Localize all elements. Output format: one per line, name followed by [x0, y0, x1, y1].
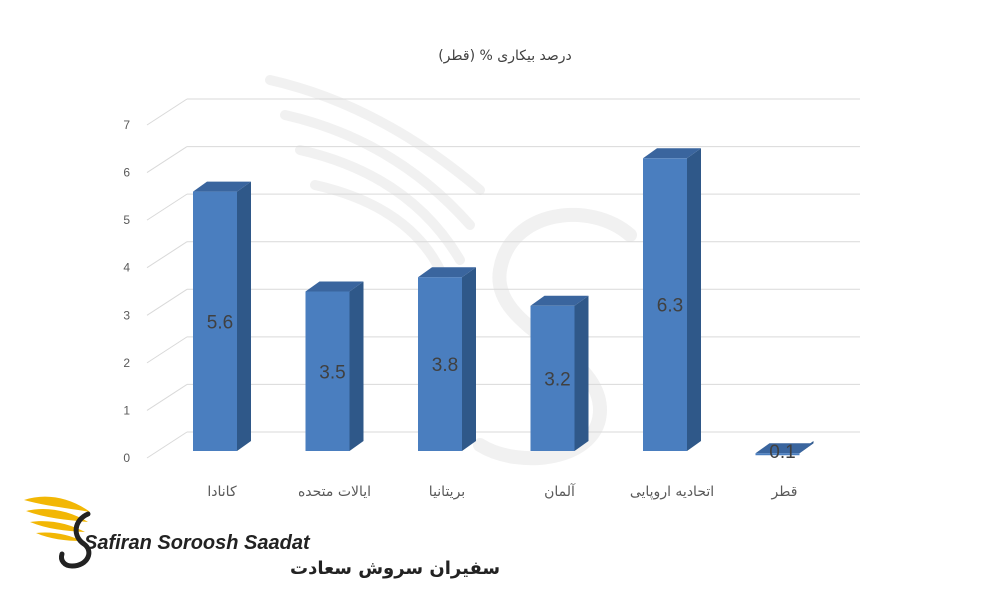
bar-top	[193, 181, 251, 192]
bar-top	[530, 295, 589, 306]
x-tick-label: آلمان	[544, 483, 576, 500]
logo-name-latin: Safiran Soroosh Saadat	[84, 532, 311, 554]
data-label: 5.6	[207, 312, 233, 333]
bar-front	[305, 291, 350, 451]
bar	[418, 267, 476, 451]
bars	[193, 148, 814, 456]
x-tick-label: قطر	[771, 484, 798, 500]
y-tick-label: 3	[123, 308, 130, 322]
y-tick-label: 1	[123, 403, 130, 417]
grid-line-diag	[146, 146, 188, 173]
y-tick-label: 7	[123, 118, 130, 132]
company-logo: Safiran Soroosh Saadat سفیران سروش سعادت	[24, 496, 500, 579]
bar-front	[193, 191, 237, 451]
bar	[755, 441, 814, 456]
x-tick-label: اتحادیه اروپایی	[630, 484, 714, 500]
y-tick-label: 6	[123, 166, 130, 180]
bar	[305, 281, 364, 451]
y-axis-ticks: 0 1 2 3 4 5 6 7	[123, 118, 130, 465]
x-tick-label: کانادا	[207, 484, 237, 500]
bar-side	[237, 181, 251, 451]
data-label: 3.8	[432, 355, 458, 376]
chart-title: درصد بیکاری % (قطر)	[438, 48, 572, 64]
x-axis-labels: کانادا ایالات متحده بریتانیا آلمان اتحادیه ا…	[207, 483, 797, 500]
y-tick-label: 5	[123, 213, 130, 227]
bar	[530, 295, 589, 451]
bar-side	[462, 267, 476, 451]
grid-line-diag	[146, 431, 188, 459]
bar-side	[574, 295, 589, 451]
x-tick-label: ایالات متحده	[298, 484, 371, 500]
y-tick-label: 0	[123, 451, 130, 465]
bar-top	[755, 443, 814, 454]
bar	[643, 148, 701, 452]
wing-icon	[24, 496, 92, 569]
bar	[193, 181, 251, 451]
data-label: 3.2	[544, 369, 570, 390]
data-label: 0.1	[769, 442, 795, 463]
data-labels: 5.6 3.5 3.8 3.2 6.3 0.1	[207, 296, 796, 463]
grid-line-diag	[146, 384, 188, 411]
logo-name-persian: سفیران سروش سعادت	[290, 558, 500, 579]
grid-line-diag	[146, 288, 188, 316]
grid-line-diag	[146, 241, 188, 269]
bar-side	[687, 148, 701, 452]
bar-top	[305, 281, 364, 292]
x-tick-label: بریتانیا	[429, 484, 465, 500]
grid-line-diag	[146, 336, 188, 364]
bar-front	[755, 453, 800, 456]
bar-front	[530, 305, 575, 451]
grid-lines	[146, 98, 860, 459]
bar-front	[418, 277, 462, 451]
grid-line-diag	[146, 193, 188, 221]
bar-front	[643, 158, 687, 452]
bar-side	[349, 281, 364, 451]
data-label: 6.3	[657, 296, 683, 317]
y-tick-label: 4	[123, 261, 130, 275]
bar-top	[643, 148, 701, 159]
y-tick-label: 2	[123, 356, 130, 370]
grid-line-diag	[146, 98, 188, 126]
data-label: 3.5	[319, 362, 345, 383]
bar-top	[418, 267, 476, 278]
